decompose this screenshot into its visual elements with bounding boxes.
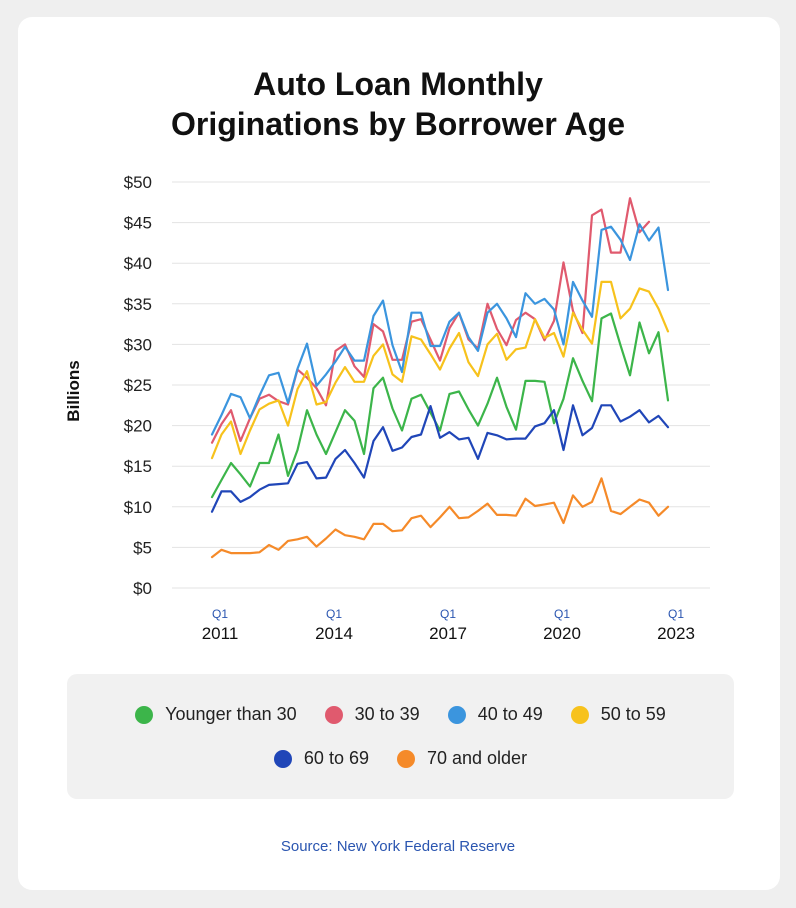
legend-label: 50 to 59 xyxy=(600,704,666,724)
legend-swatch xyxy=(324,705,343,724)
grid xyxy=(172,181,710,589)
x-tick-year: 2014 xyxy=(315,624,353,643)
legend-swatch xyxy=(396,749,415,768)
x-tick-quarter: Q1 xyxy=(326,607,342,621)
x-tick-year: 2023 xyxy=(657,624,695,643)
legend-row-2: 60 to 69 70 and older xyxy=(67,748,734,769)
chart-title-line-2: Originations by Borrower Age xyxy=(171,106,625,142)
series-line-70-and-older xyxy=(210,477,670,559)
series-line-50-to-59 xyxy=(210,280,670,460)
y-axis-ticks: $0 $5 $10 $15 $20 $25 $30 $35 $40 $45 $50 xyxy=(124,173,152,598)
y-tick-label: $20 xyxy=(124,417,152,436)
y-tick-label: $45 xyxy=(124,214,152,233)
x-tick-year: 2011 xyxy=(202,624,239,643)
legend-label: 40 to 49 xyxy=(477,704,543,724)
legend-item-younger-than-30: Younger than 30 xyxy=(135,704,297,725)
y-axis-label: Billions xyxy=(64,360,83,421)
series-lines xyxy=(210,197,670,559)
x-tick-quarter: Q1 xyxy=(668,607,684,621)
y-tick-label: $5 xyxy=(133,538,152,557)
legend-item-70-and-older: 70 and older xyxy=(396,748,528,769)
legend-item-60-to-69: 60 to 69 xyxy=(273,748,369,769)
legend-label: 60 to 69 xyxy=(303,748,369,768)
y-tick-label: $10 xyxy=(124,498,152,517)
chart-title-line-1: Auto Loan Monthly xyxy=(253,66,543,102)
y-tick-label: $30 xyxy=(124,335,152,354)
x-tick-quarter: Q1 xyxy=(554,607,570,621)
legend-swatch xyxy=(570,705,589,724)
legend-label: Younger than 30 xyxy=(165,704,297,724)
series-line-40-to-49 xyxy=(210,223,670,436)
y-tick-label: $50 xyxy=(124,173,152,192)
x-axis-ticks: Q1 2011 Q1 2014 Q1 2017 Q1 2020 Q1 2023 xyxy=(202,607,695,643)
x-tick-quarter: Q1 xyxy=(440,607,456,621)
legend: Younger than 30 30 to 39 40 to 49 50 to … xyxy=(67,674,734,799)
y-tick-label: $25 xyxy=(124,376,152,395)
legend-item-50-to-59: 50 to 59 xyxy=(570,704,666,725)
legend-item-30-to-39: 30 to 39 xyxy=(324,704,420,725)
line-chart: $0$5$10$15$20$25$30$35$40$45$50 Q12011Q1… xyxy=(64,173,710,643)
source-note: Source: New York Federal Reserve xyxy=(280,838,516,855)
legend-swatch xyxy=(273,749,292,768)
y-tick-label: $40 xyxy=(124,254,152,273)
y-tick-label: $35 xyxy=(124,295,152,314)
y-tick-label: $15 xyxy=(124,457,152,476)
y-tick-label: $0 xyxy=(133,579,152,598)
series-line-60-to-69 xyxy=(210,404,670,513)
x-tick-year: 2020 xyxy=(543,624,581,643)
legend-label: 30 to 39 xyxy=(354,704,420,724)
series-line-younger-than-30 xyxy=(210,312,670,499)
legend-label: 70 and older xyxy=(426,748,528,768)
legend-swatch xyxy=(447,705,466,724)
chart-title: Auto Loan Monthly Originations by Borrow… xyxy=(0,64,796,144)
legend-swatch xyxy=(135,705,154,724)
legend-item-40-to-49: 40 to 49 xyxy=(447,704,543,725)
x-tick-year: 2017 xyxy=(429,624,467,643)
legend-row-1: Younger than 30 30 to 39 40 to 49 50 to … xyxy=(67,704,734,725)
x-tick-quarter: Q1 xyxy=(212,607,228,621)
